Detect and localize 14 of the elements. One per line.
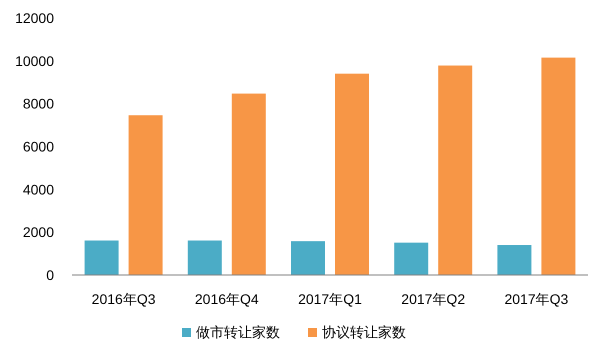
y-tick-label: 6000 <box>22 138 54 154</box>
y-tick-label: 4000 <box>22 181 54 198</box>
y-tick-label: 8000 <box>22 96 54 112</box>
y-tick-label: 0 <box>46 267 54 283</box>
x-tick-label: 2016年Q3 <box>92 291 156 307</box>
legend-label: 协议转让家数 <box>322 324 406 340</box>
x-tick-label: 2016年Q4 <box>194 291 259 307</box>
y-tick-label: 10000 <box>15 52 54 69</box>
y-tick-label: 2000 <box>22 224 54 240</box>
y-tick-label: 12000 <box>15 10 54 26</box>
x-tick-label: 2017年Q2 <box>401 291 466 307</box>
x-tick-label: 2017年Q3 <box>504 291 569 307</box>
legend-label: 做市转让家数 <box>196 324 280 340</box>
x-tick-label: 2017年Q1 <box>298 291 362 307</box>
